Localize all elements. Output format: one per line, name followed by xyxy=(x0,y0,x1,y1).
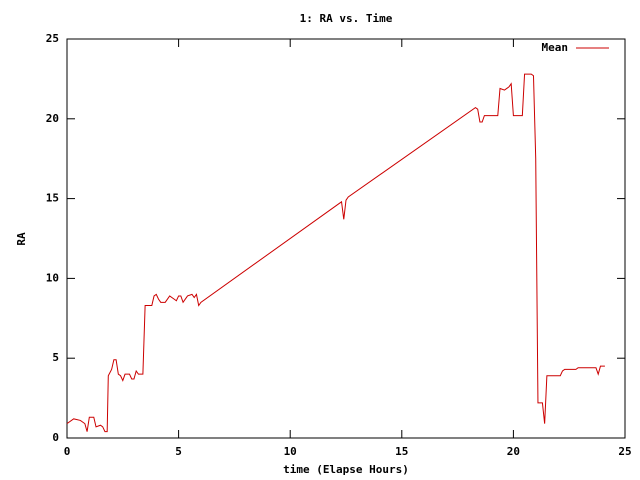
y-tick-label: 20 xyxy=(46,112,59,125)
x-tick-label: 10 xyxy=(284,445,297,458)
x-tick-label: 20 xyxy=(507,445,520,458)
plot-border xyxy=(66,38,626,439)
x-axis-label: time (Elapse Hours) xyxy=(283,463,409,476)
x-tick-label: 0 xyxy=(64,445,71,458)
data-line xyxy=(66,73,605,433)
y-tick-label: 25 xyxy=(46,32,59,45)
y-axis-label: RA xyxy=(15,232,28,246)
chart-title: 1: RA vs. Time xyxy=(300,12,393,25)
x-tick-label: 25 xyxy=(618,445,631,458)
legend-label: Mean xyxy=(542,41,569,54)
y-tick-label: 5 xyxy=(52,351,59,364)
y-tick-label: 10 xyxy=(46,271,59,284)
y-tick-label: 15 xyxy=(46,192,59,205)
x-tick-label: 5 xyxy=(175,445,182,458)
y-tick-label: 0 xyxy=(52,431,59,444)
x-tick-label: 15 xyxy=(395,445,408,458)
